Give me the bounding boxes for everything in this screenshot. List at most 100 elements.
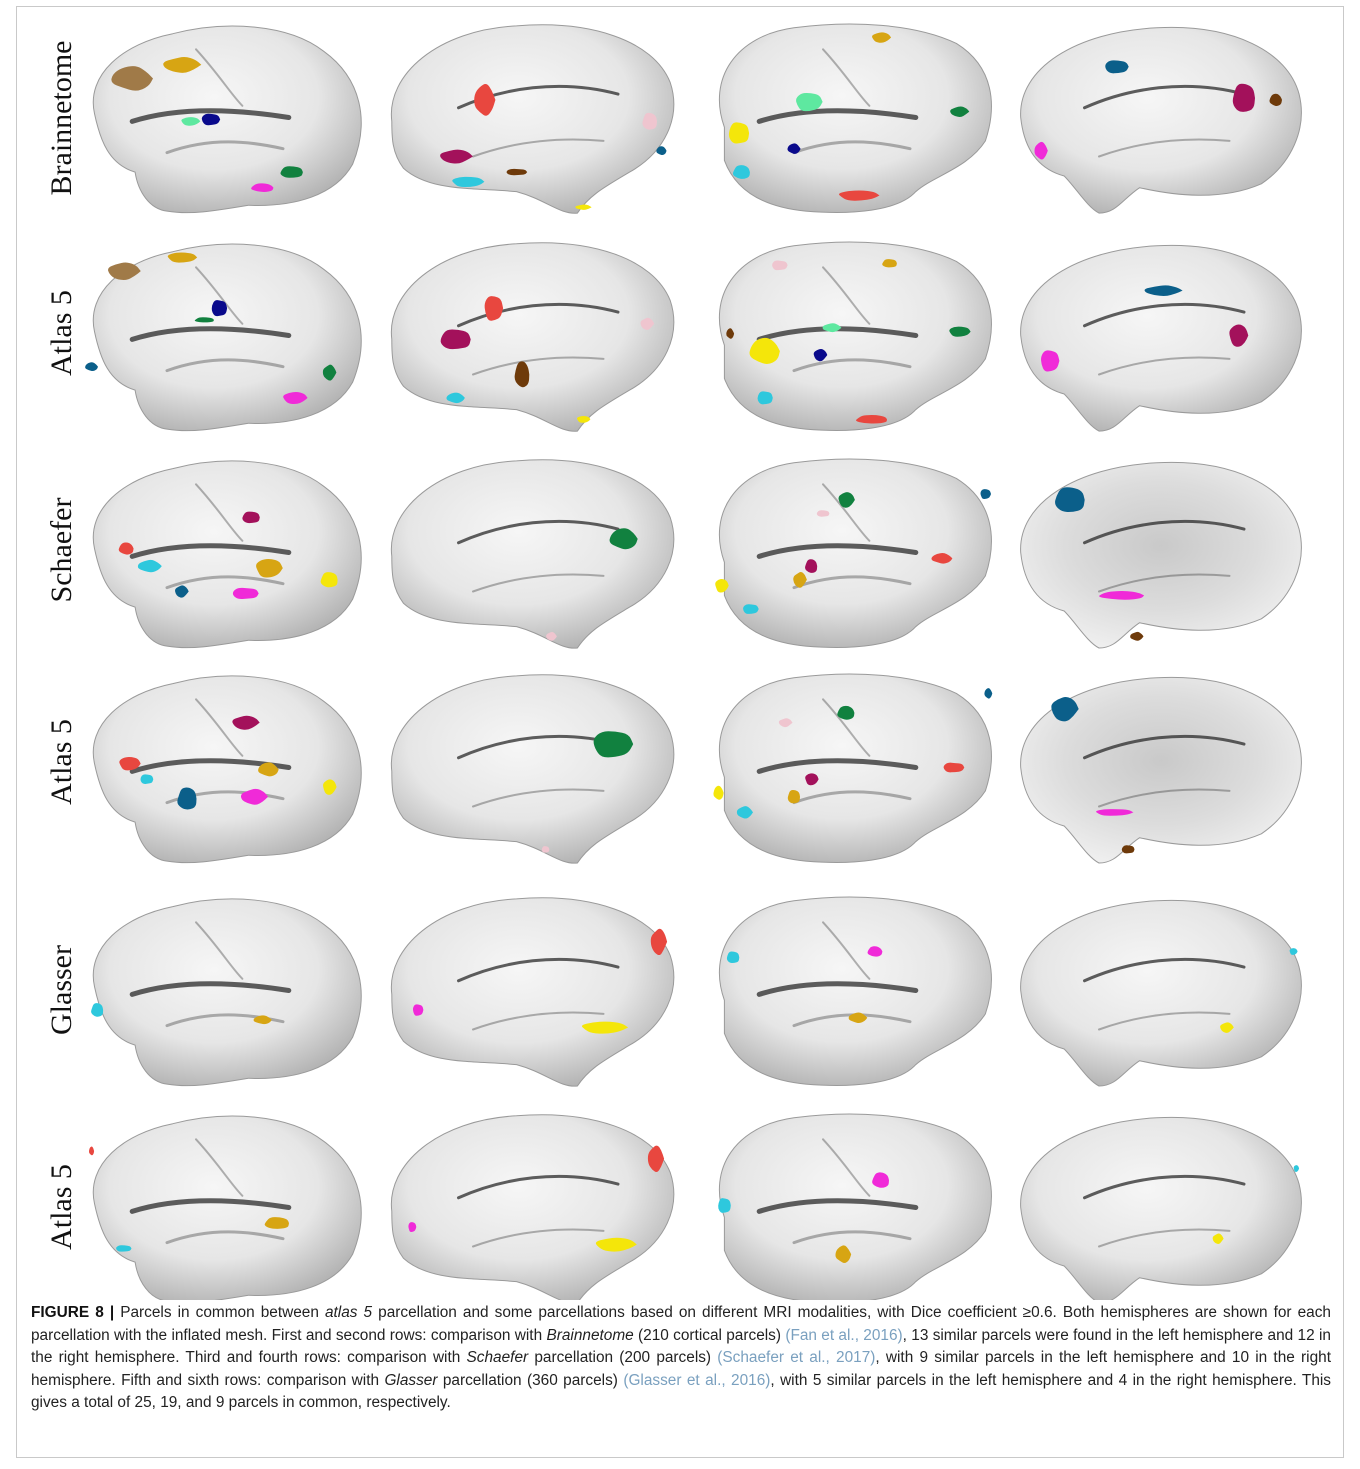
brain-panel-r1-c4 [1020, 26, 1302, 214]
sulcus-shading [822, 1138, 871, 1197]
caption-italic3: Schaefer [466, 1349, 529, 1367]
sulcus-shading [165, 575, 285, 590]
parcel-mint [822, 323, 842, 333]
parcel-cyan [743, 604, 759, 614]
parcel-tan [111, 66, 153, 91]
brain-panel-r6-c3 [718, 1113, 992, 1300]
parcel-cyan [137, 559, 162, 573]
brain-panel-r2-c4 [1020, 244, 1302, 432]
parcel-magenta [1099, 591, 1145, 600]
citation-schaefer-2017[interactable]: (Schaefer et al., 2017) [717, 1349, 876, 1367]
inflated-mesh-surface [719, 896, 992, 1086]
parcel-brown [506, 168, 528, 176]
sulcus-shading [822, 921, 871, 980]
parcel-gold [872, 32, 892, 43]
sulcus-shading [165, 358, 285, 373]
sulcus-shading [756, 981, 919, 997]
parcel-magenta [408, 1222, 417, 1233]
parcel-yellow [1220, 1022, 1234, 1033]
parcel-maroon [805, 773, 819, 786]
parcel-mint [796, 92, 823, 112]
parcel-cyan [140, 774, 154, 785]
caption-seg1: Parcels in common between [114, 1304, 325, 1321]
sulcus-shading [792, 1230, 912, 1245]
inflated-mesh-surface [1020, 1116, 1302, 1300]
parcel-green [950, 106, 970, 117]
caption-italic2: Brainnetome [546, 1326, 634, 1344]
parcel-red [647, 1145, 665, 1172]
sulcus-shading [195, 1138, 244, 1197]
citation-glasser-2016[interactable]: (Glasser et al., 2016) [623, 1371, 771, 1389]
parcel-green [593, 731, 634, 758]
parcel-cyan [736, 806, 753, 819]
brain-panel-r3-c3 [715, 458, 992, 648]
sulcus-shading [1083, 957, 1246, 983]
sulcus-shading [472, 1228, 605, 1248]
parcel-magenta [1041, 350, 1060, 372]
parcel-navy [201, 113, 221, 126]
brain-panel-r1-c1 [92, 25, 362, 214]
inflated-mesh-surface [390, 1114, 675, 1300]
sulcus-shading [472, 788, 605, 808]
parcel-gold [848, 1012, 868, 1024]
parcel-maroon [242, 511, 260, 524]
parcel-red [118, 542, 134, 555]
parcel-yellow [320, 572, 338, 588]
sulcus-shading [472, 573, 605, 593]
inflated-mesh-surface [390, 24, 675, 214]
parcel-yellow [713, 785, 724, 800]
parcel-magenta [872, 1172, 889, 1188]
citation-fan-2016[interactable]: (Fan et al., 2016) [785, 1326, 903, 1344]
parcel-tan [108, 262, 141, 280]
parcel-pink [816, 510, 830, 517]
parcel-green [949, 326, 971, 337]
parcel-pink [541, 846, 550, 853]
sulcus-shading [1083, 519, 1246, 545]
parcel-maroon [232, 715, 260, 730]
sulcus-shading [457, 302, 620, 328]
sulcus-shading [129, 1198, 292, 1214]
brain-panel-r1-c3 [719, 23, 992, 213]
parcel-cyan [446, 392, 465, 404]
parcel-steel-blue [1144, 285, 1183, 296]
parcel-navy [787, 143, 801, 154]
parcel-cyan [726, 951, 740, 963]
parcel-green [609, 528, 638, 550]
parcel-yellow [728, 122, 750, 144]
brain-panel-r5-c2 [390, 897, 675, 1087]
parcel-cyan [1293, 1165, 1300, 1172]
parcel-cyan [1289, 948, 1298, 955]
parcel-green [837, 705, 855, 720]
sulcus-shading [792, 140, 912, 155]
parcel-maroon [805, 559, 818, 573]
caption-seg6: , with 9 similar parcels in the left hem… [31, 1349, 1331, 1389]
parcel-brown [726, 328, 735, 339]
parcel-cyan [757, 391, 773, 405]
parcel-brown [1130, 631, 1144, 641]
figure-frame [16, 6, 1344, 1458]
parcel-red [474, 84, 496, 116]
parcel-magenta [232, 587, 259, 600]
brain-panel-r4-c4 [1020, 676, 1302, 864]
sulcus-shading [756, 543, 919, 559]
sulcus-shading [129, 108, 292, 124]
parcel-green [280, 166, 303, 178]
brain-panel-r4-c3 [713, 673, 993, 863]
parcel-green [838, 492, 855, 508]
sulcus-shading [822, 266, 871, 325]
parcel-gold [835, 1245, 852, 1263]
parcel-steel-blue [1051, 696, 1079, 722]
parcel-steel-blue [1105, 60, 1129, 74]
caption-seg3: (210 cortical parcels) [633, 1326, 786, 1344]
brain-panel-r4-c1 [92, 675, 362, 864]
parcel-brown [514, 361, 530, 388]
inflated-mesh-surface [1020, 244, 1302, 432]
inflated-mesh-surface [92, 898, 362, 1087]
brain-panel-r2-c2 [390, 242, 675, 432]
sulcus-shading [472, 1011, 605, 1031]
parcel-green [322, 364, 337, 381]
brain-panel-r2-c1 [85, 243, 362, 432]
brain-panel-r3-c4 [1020, 461, 1302, 649]
parcel-maroon [440, 149, 473, 164]
parcel-red [943, 762, 965, 773]
